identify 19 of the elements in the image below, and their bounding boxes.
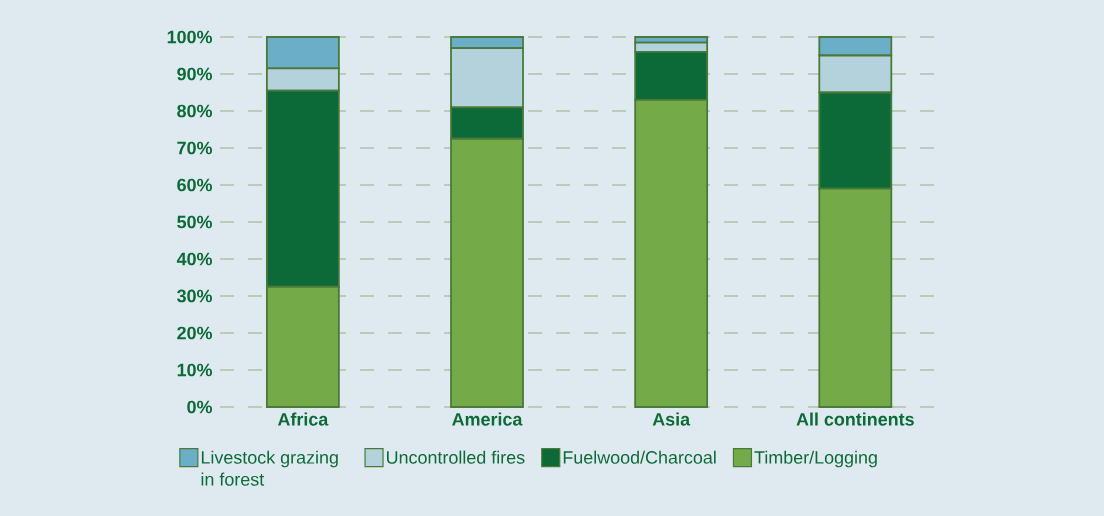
x-tick-label: America bbox=[452, 412, 523, 426]
y-tick-label: 0% bbox=[187, 400, 213, 414]
y-tick-label: 40% bbox=[176, 252, 213, 266]
legend-label: Timber/Logging bbox=[754, 450, 877, 468]
legend-label: Livestock grazing in forest bbox=[201, 450, 338, 486]
x-tick-label: Asia bbox=[652, 412, 691, 426]
y-tick-label: 50% bbox=[177, 215, 213, 229]
y-tick-label: 30% bbox=[177, 289, 213, 303]
x-tick-label: Africa bbox=[277, 412, 329, 426]
legend-label: Uncontrolled fires bbox=[387, 450, 525, 464]
y-tick-label: 80% bbox=[177, 104, 213, 118]
legend-label: Fuelwood/Charcoal bbox=[563, 450, 716, 464]
y-tick-label: 60% bbox=[177, 178, 213, 192]
y-tick-label: 20% bbox=[177, 326, 213, 340]
y-tick-label: 90% bbox=[177, 67, 213, 81]
y-tick-label: 10% bbox=[177, 363, 213, 377]
y-tick-label: 100% bbox=[167, 30, 213, 44]
y-tick-label: 70% bbox=[177, 141, 213, 155]
x-tick-label: All continents bbox=[796, 412, 914, 426]
